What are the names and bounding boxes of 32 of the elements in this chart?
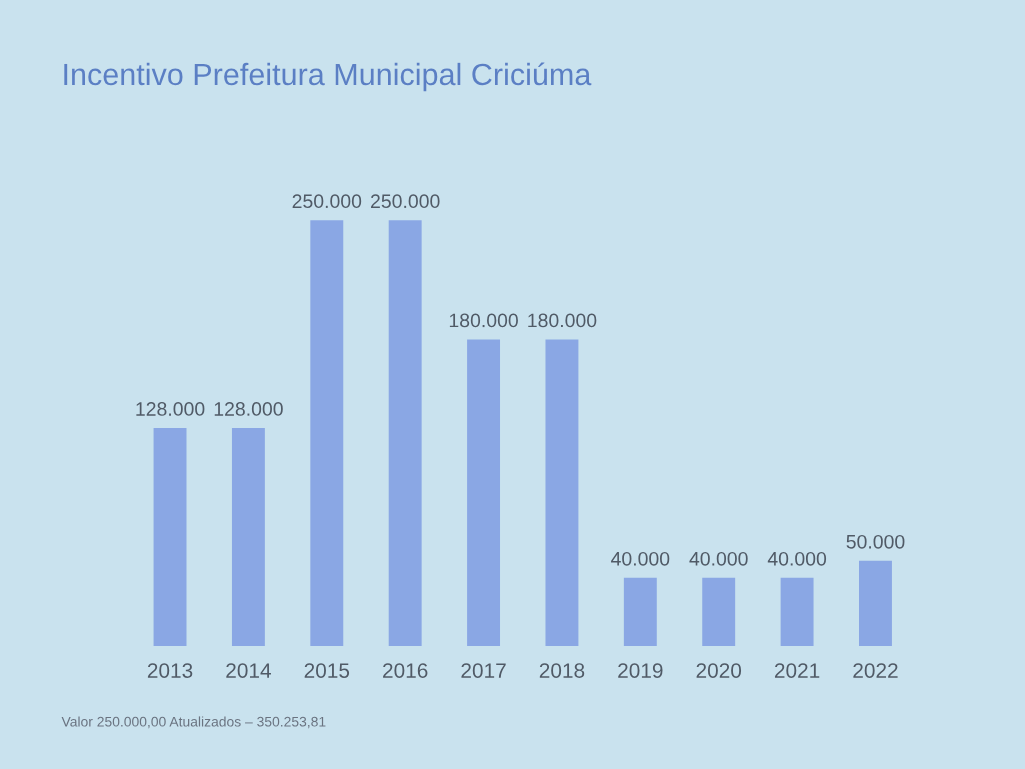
data-label: 128.000 — [214, 402, 283, 416]
x-tick-label: 2017 — [461, 663, 506, 678]
bar — [623, 577, 657, 646]
data-label: 180.000 — [449, 313, 518, 328]
bar — [545, 339, 579, 646]
bar — [780, 577, 814, 646]
x-tick-label: 2014 — [226, 663, 271, 678]
x-tick-label: 2016 — [383, 663, 428, 678]
x-tick-label: 2020 — [696, 663, 742, 678]
bar — [467, 339, 501, 646]
chart-title: Incentivo Prefeitura Municipal Criciúma — [64, 62, 592, 92]
bar — [310, 220, 344, 646]
x-tick-label: 2018 — [539, 663, 585, 678]
text: Valor 250.000,00 Atualizados – 350.253,81 — [61, 716, 326, 729]
data-label: 40.000 — [689, 551, 748, 566]
bar — [702, 577, 736, 646]
x-tick-label: 2019 — [618, 663, 663, 678]
x-tick-label: 2013 — [147, 663, 193, 678]
bar — [153, 428, 187, 646]
x-tick-label: 2021 — [774, 663, 820, 678]
bar — [388, 220, 422, 646]
bar — [859, 560, 892, 646]
data-label: 128.000 — [136, 402, 205, 416]
data-label: 50.000 — [846, 534, 905, 549]
x-tick-label: 2022 — [853, 663, 898, 678]
x-tick-label: 2015 — [304, 663, 350, 678]
data-label: 250.000 — [371, 194, 440, 209]
bar — [231, 428, 265, 646]
data-label: 40.000 — [611, 551, 670, 566]
data-label: 40.000 — [767, 551, 827, 566]
data-label: 180.000 — [528, 313, 597, 328]
data-label: 250.000 — [292, 194, 362, 209]
